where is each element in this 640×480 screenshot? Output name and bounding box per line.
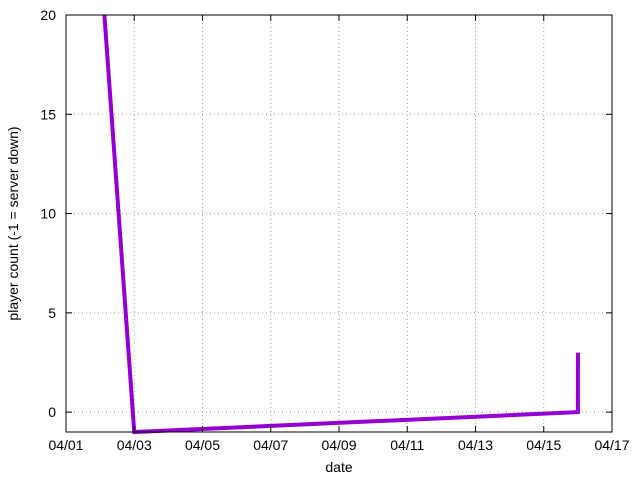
x-tick-label: 04/07 <box>253 437 288 453</box>
x-tick-label: 04/05 <box>185 437 220 453</box>
y-tick-label: 10 <box>40 206 56 222</box>
x-axis-label: date <box>325 459 352 475</box>
series-line <box>102 14 580 435</box>
y-tick-label: 0 <box>48 404 56 420</box>
y-tick-labels: 0 5 10 15 20 <box>40 7 56 420</box>
x-tick-labels: 04/01 04/03 04/05 04/07 04/09 04/11 04/13 04/15… <box>48 437 629 453</box>
x-tick-label: 04/03 <box>117 437 152 453</box>
y-tick-label: 15 <box>40 106 56 122</box>
series-layer <box>102 14 580 435</box>
x-tick-label: 04/01 <box>48 437 83 453</box>
ticks <box>65 14 613 432</box>
x-tick-label: 04/09 <box>321 437 356 453</box>
x-tick-label: 04/13 <box>458 437 493 453</box>
grid <box>66 15 612 432</box>
x-tick-label: 04/11 <box>390 437 424 453</box>
y-tick-label: 5 <box>48 305 56 321</box>
x-tick-label: 04/17 <box>594 437 629 453</box>
y-tick-label: 20 <box>40 7 56 23</box>
x-tick-label: 04/15 <box>526 437 561 453</box>
y-axis-label: player count (-1 = server down) <box>5 126 21 320</box>
